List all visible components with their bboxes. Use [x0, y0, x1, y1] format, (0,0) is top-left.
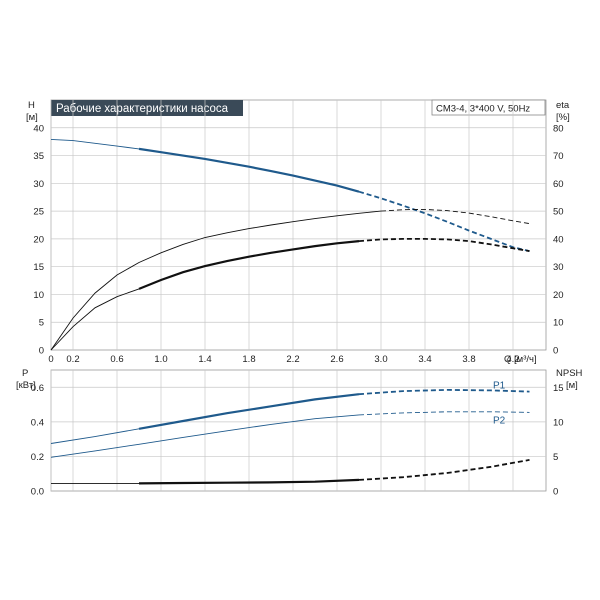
p-tick-label-0: 0.0: [31, 487, 44, 498]
h-tick-label-8: 40: [33, 123, 44, 134]
q-axis-label: Q [м³/ч]: [504, 354, 537, 365]
x-tick-label-3: 1.0: [154, 354, 167, 365]
x-tick-label-7: 2.6: [330, 354, 343, 365]
x-tick-label-8: 3.0: [374, 354, 387, 365]
npsh-tick-label-2: 10: [553, 417, 564, 428]
x-tick-label-6: 2.2: [286, 354, 299, 365]
head-curve-bold: [138, 147, 360, 193]
npsh-axis-label: NPSH: [556, 368, 583, 379]
p-axis-unit: [кВт]: [16, 380, 36, 391]
h-tick-label-7: 35: [33, 151, 44, 162]
operating-curve-dashed: [358, 238, 530, 252]
top-panel: Рабочие характеристики насоса CM3-4, 3*4…: [26, 99, 570, 365]
p2-curve-dashed: [358, 411, 530, 416]
x-tick-label-4: 1.4: [198, 354, 211, 365]
chart-title: Рабочие характеристики насоса: [56, 103, 229, 115]
operating-curve-thin: [50, 288, 140, 351]
x-tick-label-5: 1.8: [242, 354, 255, 365]
h-tick-label-1: 5: [39, 318, 44, 329]
h-axis-label: H: [28, 100, 35, 111]
x-tick-label-9: 3.4: [418, 354, 431, 365]
head-curve-dashed: [358, 190, 530, 252]
title-background: [51, 100, 243, 116]
eta-tick-label-3: 30: [553, 262, 564, 273]
efficiency-curve-dashed: [380, 208, 530, 225]
eta-tick-label-5: 50: [553, 207, 564, 218]
x-tick-label-1: 0.2: [66, 354, 79, 365]
h-axis-unit: [м]: [26, 112, 38, 123]
p-tick-label-1: 0.2: [31, 452, 44, 463]
x-tick-label-10: 3.8: [462, 354, 475, 365]
eta-tick-label-4: 40: [553, 234, 564, 245]
p-axis-label: P: [22, 368, 28, 379]
chart-dynamic-layer: 0 0.2 0.6 1.0 1.4 1.8 2.2 2.6 3.0 3.4 3.8 4.2 0 5 10 15…: [31, 100, 564, 498]
p2-series-label: P2: [493, 415, 506, 426]
head-curve-thin: [50, 138, 140, 150]
eta-tick-label-6: 60: [553, 179, 564, 190]
x-tick-label-11: 4.2: [506, 354, 519, 365]
efficiency-curve-thin: [50, 210, 382, 351]
h-tick-label-4: 20: [33, 234, 44, 245]
p2-curve-thin: [50, 414, 360, 458]
h-tick-label-3: 15: [33, 262, 44, 273]
h-tick-label-5: 25: [33, 207, 44, 218]
p1-curve-thin: [50, 428, 140, 444]
h-tick-label-6: 30: [33, 179, 44, 190]
eta-tick-label-2: 20: [553, 290, 564, 301]
p-tick-label-2: 0.4: [31, 417, 44, 428]
p1-series-label: P1: [493, 381, 506, 392]
p1-curve-dashed: [358, 388, 530, 396]
pump-info-label: CM3-4, 3*400 V, 50Hz: [436, 104, 530, 115]
info-box: [431, 99, 546, 116]
eta-axis-unit: [%]: [556, 112, 570, 123]
npsh-axis-unit: [м]: [566, 380, 578, 391]
x-tick-label-2: 0.6: [110, 354, 123, 365]
npsh-tick-label-0: 0: [553, 487, 558, 498]
npsh-curve-bold: [138, 478, 360, 485]
h-tick-label-0: 0: [39, 346, 44, 357]
eta-tick-label-8: 80: [553, 123, 564, 134]
h-tick-label-2: 10: [33, 290, 44, 301]
eta-axis-label: eta: [556, 100, 570, 111]
x-tick-label-0: 0: [48, 354, 53, 365]
p-tick-label-3: 0.6: [31, 383, 44, 394]
eta-tick-label-1: 10: [553, 318, 564, 329]
npsh-tick-label-1: 5: [553, 452, 558, 463]
eta-tick-label-7: 70: [553, 151, 564, 162]
operating-curve-bold: [138, 240, 360, 290]
npsh-curve-dashed: [358, 459, 530, 481]
p1-curve-bold: [138, 393, 360, 430]
top-plot-frame: [50, 99, 547, 351]
eta-tick-label-0: 0: [553, 346, 558, 357]
npsh-tick-label-3: 15: [553, 383, 564, 394]
bottom-plot-frame: [50, 369, 547, 492]
